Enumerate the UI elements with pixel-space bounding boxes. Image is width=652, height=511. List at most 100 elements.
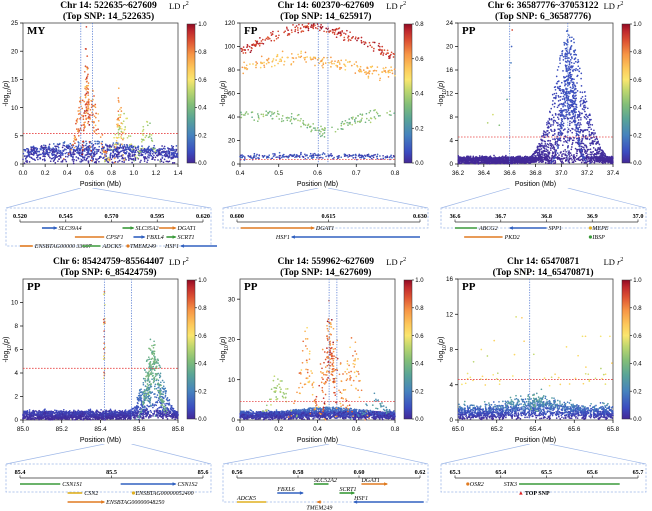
svg-text:CSN2: CSN2 xyxy=(84,491,98,497)
svg-text:1.0: 1.0 xyxy=(633,278,642,284)
svg-text:0.58: 0.58 xyxy=(293,469,304,476)
svg-text:0.8: 0.8 xyxy=(415,22,424,28)
svg-text:0.4: 0.4 xyxy=(633,106,642,112)
svg-text:36.8: 36.8 xyxy=(541,213,552,220)
svg-text:36.6: 36.6 xyxy=(449,213,460,220)
svg-text:OSR2: OSR2 xyxy=(469,482,483,488)
svg-text:0.8: 0.8 xyxy=(633,50,642,56)
svg-text:0.620: 0.620 xyxy=(196,213,210,220)
svg-text:65.5: 65.5 xyxy=(541,469,552,476)
svg-text:0.6: 0.6 xyxy=(85,170,94,177)
svg-text:FP: FP xyxy=(244,25,258,37)
svg-text:HSF1: HSF1 xyxy=(275,235,290,241)
svg-text:65.4: 65.4 xyxy=(529,426,542,433)
svg-text:CSN1S2: CSN1S2 xyxy=(178,482,198,488)
svg-text:10: 10 xyxy=(228,376,236,383)
svg-text:85.6: 85.6 xyxy=(198,469,209,476)
svg-text:SLC35A2: SLC35A2 xyxy=(135,226,158,232)
svg-text:-log10(p): -log10(p) xyxy=(220,81,230,107)
svg-text:6: 6 xyxy=(14,346,18,353)
svg-text:-log10(p): -log10(p) xyxy=(3,81,13,107)
svg-text:CSN1S1: CSN1S1 xyxy=(62,482,82,488)
svg-text:-log10(p): -log10(p) xyxy=(438,336,448,362)
svg-text:0.6: 0.6 xyxy=(198,333,207,339)
svg-text:0: 0 xyxy=(232,161,236,168)
svg-text:15: 15 xyxy=(11,77,19,84)
svg-text:36.9: 36.9 xyxy=(586,213,597,220)
svg-text:0.0: 0.0 xyxy=(19,170,28,177)
svg-text:Position (Mb): Position (Mb) xyxy=(514,181,555,188)
svg-text:Position (Mb): Position (Mb) xyxy=(297,181,338,188)
svg-text:65.6: 65.6 xyxy=(586,469,597,476)
svg-text:0.2: 0.2 xyxy=(198,133,207,139)
svg-text:8: 8 xyxy=(449,114,453,121)
svg-text:37.0: 37.0 xyxy=(555,170,568,177)
svg-text:Position (Mb): Position (Mb) xyxy=(514,437,555,444)
svg-text:36.6: 36.6 xyxy=(503,170,516,177)
svg-text:0.56: 0.56 xyxy=(232,469,243,476)
svg-text:0.62: 0.62 xyxy=(415,469,426,476)
svg-text:25: 25 xyxy=(11,20,19,27)
svg-text:0.0: 0.0 xyxy=(198,161,207,167)
svg-text:0.60: 0.60 xyxy=(354,469,365,476)
svg-text:SCRT1: SCRT1 xyxy=(178,235,195,241)
svg-text:0.8: 0.8 xyxy=(198,306,207,312)
svg-text:37.4: 37.4 xyxy=(606,170,619,177)
svg-text:16: 16 xyxy=(446,67,454,74)
svg-text:120: 120 xyxy=(225,20,236,27)
svg-text:20: 20 xyxy=(228,138,236,145)
svg-text:0.6: 0.6 xyxy=(198,78,207,84)
svg-text:0.4: 0.4 xyxy=(236,170,245,177)
svg-text:65.7: 65.7 xyxy=(632,469,643,476)
svg-text:16: 16 xyxy=(446,276,454,283)
svg-text:SLC39A4: SLC39A4 xyxy=(59,225,82,232)
svg-text:65.4: 65.4 xyxy=(495,469,506,476)
svg-text:4: 4 xyxy=(14,370,18,377)
svg-text:85.0: 85.0 xyxy=(17,426,30,433)
svg-text:FBXL6: FBXL6 xyxy=(277,486,295,492)
svg-text:10: 10 xyxy=(11,299,19,306)
svg-text:TMEM249: TMEM249 xyxy=(130,243,156,250)
svg-text:SLC52A2: SLC52A2 xyxy=(314,477,337,483)
svg-text:PP: PP xyxy=(244,281,258,293)
svg-text:0.615: 0.615 xyxy=(322,213,336,220)
svg-text:1.0: 1.0 xyxy=(415,278,424,284)
svg-text:100: 100 xyxy=(225,44,236,51)
svg-text:5: 5 xyxy=(14,133,18,140)
svg-text:1.4: 1.4 xyxy=(174,170,183,177)
svg-text:0.6: 0.6 xyxy=(415,333,424,339)
svg-text:0: 0 xyxy=(14,161,18,168)
svg-text:20: 20 xyxy=(228,336,236,343)
svg-text:FBXL4: FBXL4 xyxy=(145,234,163,241)
svg-text:0.4: 0.4 xyxy=(415,92,424,98)
svg-text:20: 20 xyxy=(446,44,454,51)
svg-text:0.2: 0.2 xyxy=(415,126,424,132)
svg-text:ABCG2: ABCG2 xyxy=(478,226,498,232)
svg-text:0.4: 0.4 xyxy=(633,361,642,367)
svg-text:MY: MY xyxy=(27,25,45,37)
svg-text:DGAT1: DGAT1 xyxy=(177,226,196,232)
svg-text:ENSBTAG00000 33607: ENSBTAG00000 33607 xyxy=(34,244,93,250)
svg-text:PKD2: PKD2 xyxy=(503,235,519,241)
svg-text:0.570: 0.570 xyxy=(105,213,119,220)
svg-text:36.4: 36.4 xyxy=(477,170,490,177)
svg-text:0: 0 xyxy=(449,417,453,424)
svg-text:MEPE: MEPE xyxy=(591,226,608,232)
svg-text:12: 12 xyxy=(446,311,454,318)
svg-text:HSF1: HSF1 xyxy=(164,244,179,250)
svg-text:1.0: 1.0 xyxy=(198,278,207,284)
svg-text:PP: PP xyxy=(27,281,41,293)
svg-text:85.4: 85.4 xyxy=(15,469,26,476)
svg-text:0.2: 0.2 xyxy=(198,389,207,395)
svg-text:0.8: 0.8 xyxy=(198,50,207,56)
svg-text:37.2: 37.2 xyxy=(581,170,594,177)
svg-text:0: 0 xyxy=(449,161,453,168)
svg-text:85.4: 85.4 xyxy=(94,426,107,433)
svg-text:0.4: 0.4 xyxy=(63,170,72,177)
svg-text:PP: PP xyxy=(462,281,476,293)
svg-text:0.8: 0.8 xyxy=(391,170,400,177)
svg-text:2: 2 xyxy=(14,393,18,400)
svg-text:TOP SNP: TOP SNP xyxy=(524,491,549,497)
svg-text:ENSBTAG00000052400: ENSBTAG00000052400 xyxy=(134,490,193,497)
svg-text:0.4: 0.4 xyxy=(313,426,322,433)
